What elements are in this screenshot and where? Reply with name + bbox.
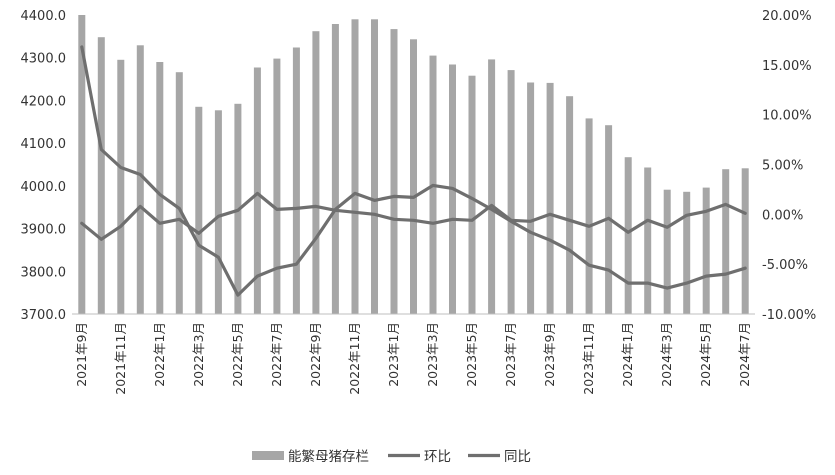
x-tick-label: 2023年7月	[503, 322, 518, 387]
bar-2022年10月	[331, 24, 339, 314]
y-left-tick-label: 3800.0	[21, 265, 67, 280]
y-left-tick-label: 4300.0	[21, 52, 67, 67]
x-tick-label: 2023年11月	[581, 322, 596, 395]
y-left-tick-label: 3700.0	[21, 308, 67, 323]
x-tick-label: 2024年5月	[698, 322, 713, 387]
line-series-环比	[80, 191, 747, 241]
x-tick-label: 2022年11月	[347, 322, 362, 395]
bar-2024年1月	[624, 157, 632, 314]
bar-2023年6月	[488, 59, 496, 315]
y-left-tick-label: 4400.0	[21, 9, 67, 24]
y-right-tick-label: 10.00%	[762, 109, 812, 124]
x-tick-label: 2024年7月	[737, 322, 752, 387]
bar-2024年3月	[663, 189, 671, 314]
x-tick-label: 2023年1月	[386, 322, 401, 387]
y-left-tick-label: 4000.0	[21, 180, 67, 195]
bar-2022年2月	[175, 72, 183, 314]
bar-2024年6月	[722, 169, 730, 314]
x-tick-label: 2021年9月	[74, 322, 89, 387]
bar-2024年4月	[683, 191, 691, 314]
y-left-tick-label: 4100.0	[21, 137, 67, 152]
y-left-tick-label: 4200.0	[21, 94, 67, 109]
bar-2023年8月	[527, 82, 535, 314]
y-left-tick-label: 3900.0	[21, 223, 67, 238]
bar-2022年4月	[214, 110, 222, 314]
bar-2021年12月	[136, 45, 144, 315]
bar-2023年5月	[468, 75, 476, 314]
x-tick-label: 2022年3月	[191, 322, 206, 387]
bar-2023年9月	[546, 82, 554, 315]
bar-2022年3月	[195, 106, 203, 314]
bar-2023年11月	[585, 118, 593, 315]
axes-group: 3700.0 3800.0 3900.0 4000.0 4100.0 4200.0 4300…	[21, 9, 817, 395]
bar-2023年2月	[410, 39, 417, 315]
y-right-tick-label: 0.00%	[762, 208, 803, 223]
bar-2022年6月	[253, 67, 261, 314]
x-tick-label: 2024年1月	[620, 322, 635, 387]
bar-2022年8月	[292, 47, 300, 314]
bar-series-group	[78, 15, 749, 315]
legend-label: 同比	[504, 449, 531, 465]
legend-label: 能繁母猪存栏	[288, 449, 369, 465]
legend-label: 环比	[424, 449, 451, 465]
bar-2022年9月	[312, 31, 320, 314]
x-tick-label: 2021年11月	[113, 322, 128, 395]
legend: 能繁母猪存栏 环比 同比	[252, 449, 531, 465]
x-tick-label: 2024年3月	[659, 322, 674, 387]
y-right-tick-label: -5.00%	[762, 258, 808, 273]
line-series-同比	[80, 45, 747, 297]
x-tick-label: 2023年3月	[425, 322, 440, 387]
bar-2023年1月	[390, 29, 398, 314]
line-series-group	[80, 45, 747, 297]
x-tick-label: 2022年7月	[269, 322, 284, 387]
y-right-tick-label: -10.00%	[762, 308, 816, 323]
bar-2022年7月	[273, 58, 281, 314]
bar-2021年10月	[97, 37, 105, 314]
bar-2024年7月	[741, 168, 749, 314]
y-right-tick-label: 5.00%	[762, 159, 803, 174]
bar-2022年12月	[371, 19, 378, 315]
bar-2023年10月	[566, 96, 574, 314]
y-right-tick-label: 20.00%	[762, 9, 812, 24]
bar-2022年11月	[351, 19, 359, 315]
bar-2024年5月	[702, 187, 710, 314]
bar-2023年7月	[507, 70, 515, 314]
x-tick-label: 2023年5月	[464, 322, 479, 387]
bar-2022年1月	[156, 62, 164, 314]
bar-2024年2月	[644, 167, 652, 314]
x-tick-label: 2022年9月	[308, 322, 323, 387]
bar-2021年9月	[78, 15, 86, 314]
x-tick-label: 2022年1月	[152, 322, 167, 387]
y-right-tick-label: 15.00%	[762, 59, 812, 74]
x-tick-label: 2022年5月	[230, 322, 245, 387]
x-tick-label: 2023年9月	[542, 322, 557, 387]
legend-swatch-bar	[252, 451, 284, 460]
bar-2021年11月	[117, 59, 125, 314]
